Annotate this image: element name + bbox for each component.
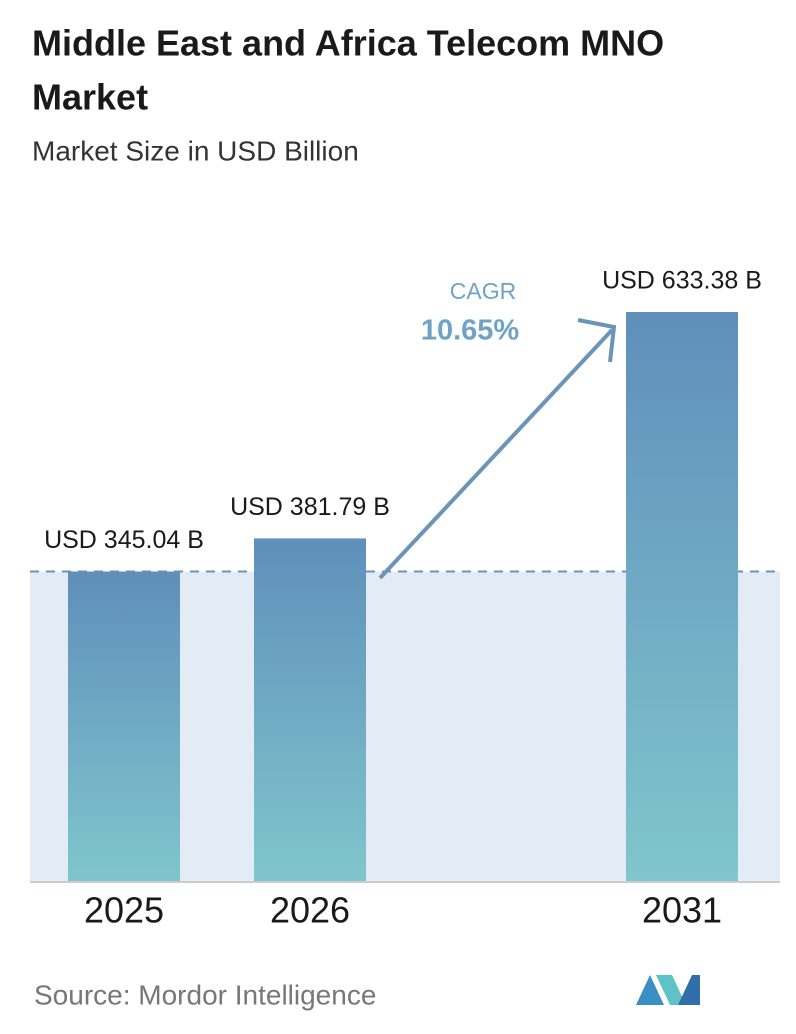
- bar: [254, 538, 366, 882]
- cagr-arrow: [378, 328, 614, 580]
- cagr-value: 10.65%: [421, 315, 520, 347]
- x-tick-label: 2025: [84, 890, 164, 931]
- x-tick-label: 2031: [642, 890, 722, 931]
- bar: [68, 571, 180, 882]
- source: Source: Mordor Intelligence: [34, 979, 376, 1010]
- cagr-label: CAGR: [450, 278, 516, 304]
- x-tick-label: 2026: [270, 890, 350, 931]
- bar: [626, 312, 738, 882]
- chart-subtitle: Market Size in USD Billion: [32, 135, 359, 166]
- chart-title-line-1: Middle East and Africa Telecom MNO: [32, 23, 664, 64]
- value-label: USD 633.38 B: [602, 267, 762, 295]
- value-label: USD 345.04 B: [44, 526, 204, 554]
- chart-title-line-2: Market: [32, 77, 148, 118]
- value-label: USD 381.79 B: [230, 493, 390, 521]
- plot-area: USD 345.04 B 2025 USD 381.79 B 2026 USD 633.…: [30, 267, 780, 931]
- logo: [636, 975, 700, 1005]
- cagr-arrow-head: [577, 318, 617, 363]
